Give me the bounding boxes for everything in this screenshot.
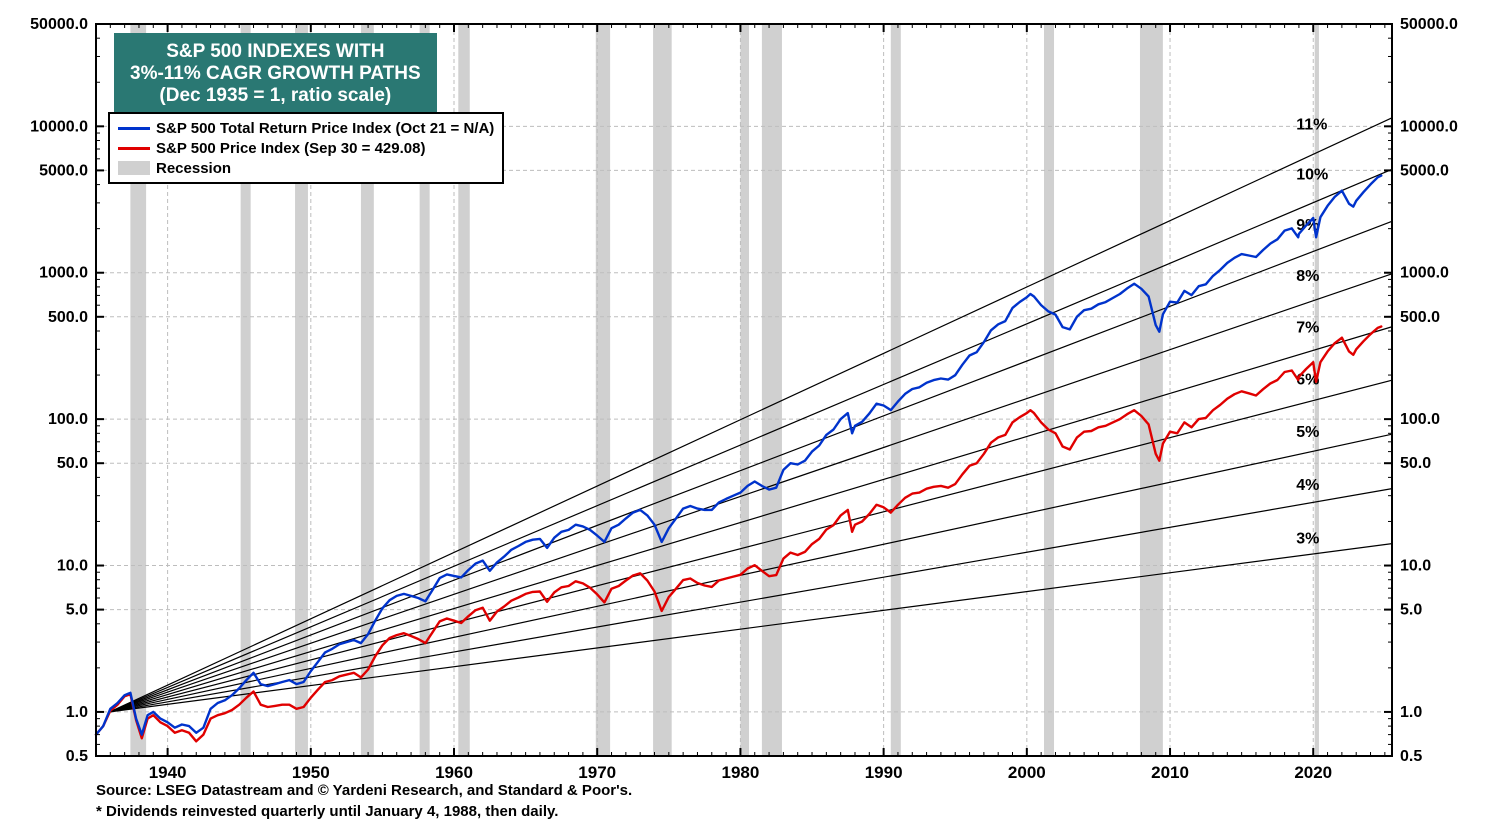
svg-text:500.0: 500.0	[48, 309, 88, 326]
legend-item: Recession	[118, 158, 494, 178]
svg-text:10000.0: 10000.0	[30, 118, 88, 135]
svg-text:50.0: 50.0	[57, 455, 88, 472]
title-line: (Dec 1935 = 1, ratio scale)	[130, 85, 421, 107]
svg-text:3%: 3%	[1296, 530, 1319, 547]
svg-text:1.0: 1.0	[66, 704, 88, 721]
legend-item: S&P 500 Total Return Price Index (Oct 21…	[118, 118, 494, 138]
title-box: S&P 500 INDEXES WITH3%-11% CAGR GROWTH P…	[114, 33, 437, 117]
svg-text:2010: 2010	[1151, 763, 1189, 782]
svg-text:1000.0: 1000.0	[1400, 265, 1449, 282]
svg-text:1000.0: 1000.0	[39, 265, 88, 282]
svg-text:10000.0: 10000.0	[1400, 118, 1458, 135]
svg-text:1960: 1960	[435, 763, 473, 782]
svg-text:1990: 1990	[865, 763, 903, 782]
svg-text:5000.0: 5000.0	[1400, 162, 1449, 179]
svg-text:100.0: 100.0	[1400, 411, 1440, 428]
title-line: 3%-11% CAGR GROWTH PATHS	[130, 63, 421, 85]
svg-text:5000.0: 5000.0	[39, 162, 88, 179]
svg-text:50000.0: 50000.0	[1400, 16, 1458, 33]
svg-text:1.0: 1.0	[1400, 704, 1422, 721]
svg-text:1970: 1970	[578, 763, 616, 782]
svg-text:1980: 1980	[722, 763, 760, 782]
svg-text:10.0: 10.0	[57, 558, 88, 575]
legend-box: S&P 500 Total Return Price Index (Oct 21…	[108, 112, 504, 184]
svg-text:1940: 1940	[149, 763, 187, 782]
svg-text:0.5: 0.5	[1400, 748, 1422, 765]
svg-text:2020: 2020	[1294, 763, 1332, 782]
svg-text:50000.0: 50000.0	[30, 16, 88, 33]
svg-text:10%: 10%	[1296, 166, 1328, 183]
svg-text:7%: 7%	[1296, 320, 1319, 337]
svg-text:50.0: 50.0	[1400, 455, 1431, 472]
svg-text:0.5: 0.5	[66, 748, 88, 765]
svg-text:4%: 4%	[1296, 477, 1319, 494]
svg-text:10.0: 10.0	[1400, 558, 1431, 575]
svg-text:5.0: 5.0	[66, 602, 88, 619]
svg-text:8%: 8%	[1296, 268, 1319, 285]
svg-text:100.0: 100.0	[48, 411, 88, 428]
svg-text:5.0: 5.0	[1400, 602, 1422, 619]
title-line: S&P 500 INDEXES WITH	[130, 41, 421, 63]
svg-text:2000: 2000	[1008, 763, 1046, 782]
footnote-source: Source: LSEG Datastream and © Yardeni Re…	[96, 782, 632, 799]
svg-text:500.0: 500.0	[1400, 309, 1440, 326]
svg-text:1950: 1950	[292, 763, 330, 782]
legend-item: S&P 500 Price Index (Sep 30 = 429.08)	[118, 138, 494, 158]
svg-text:5%: 5%	[1296, 424, 1319, 441]
footnote-dividends: * Dividends reinvested quarterly until J…	[96, 803, 558, 820]
svg-text:11%: 11%	[1296, 116, 1327, 133]
